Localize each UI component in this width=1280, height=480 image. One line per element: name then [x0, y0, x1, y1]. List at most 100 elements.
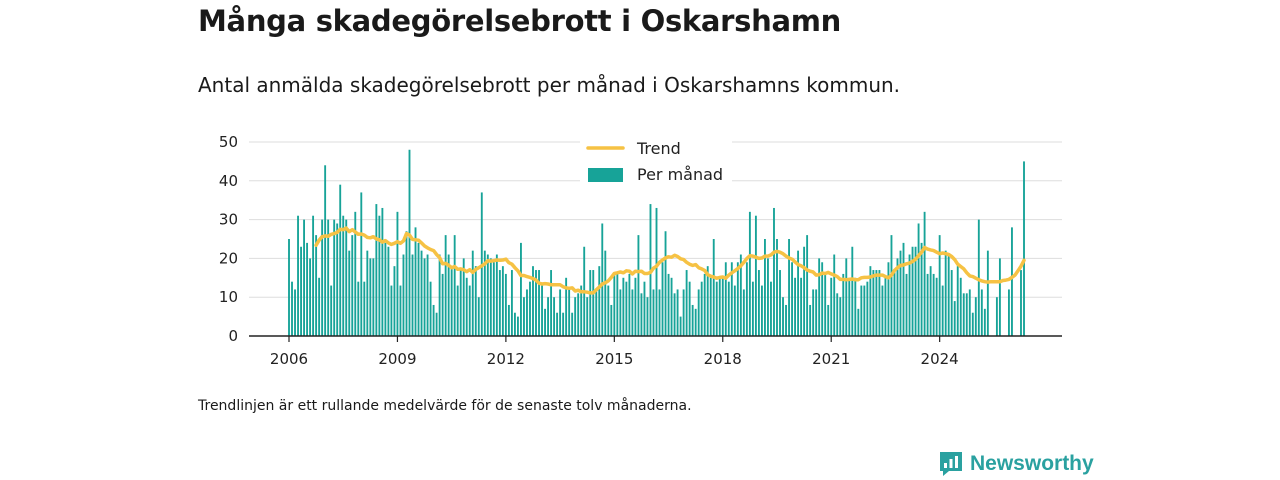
- bar: [724, 262, 727, 336]
- bar: [315, 235, 318, 336]
- bar: [947, 254, 950, 336]
- bar: [535, 270, 537, 336]
- bar: [357, 281, 360, 336]
- bar: [761, 285, 763, 336]
- legend-bar-label: Per månad: [637, 165, 723, 184]
- bar: [959, 277, 962, 336]
- bar: [836, 293, 839, 336]
- bar: [375, 204, 378, 336]
- bar: [613, 273, 616, 336]
- bar: [462, 258, 465, 336]
- bar: [736, 262, 739, 336]
- bar: [556, 312, 559, 336]
- bar: [595, 289, 598, 336]
- bar: [438, 254, 441, 336]
- bar: [369, 258, 372, 336]
- bar: [507, 304, 510, 336]
- bar: [721, 277, 724, 336]
- bar: [809, 304, 812, 336]
- bar: [387, 246, 390, 336]
- bar: [327, 219, 330, 336]
- bar: [800, 277, 803, 336]
- bar: [1008, 289, 1010, 336]
- bar: [417, 242, 420, 336]
- x-tick-label: 2018: [704, 350, 742, 368]
- bar: [685, 270, 688, 336]
- bar: [318, 277, 321, 336]
- bar: [348, 250, 351, 336]
- bar: [776, 239, 778, 336]
- bar: [962, 293, 965, 336]
- x-tick-label: 2012: [487, 350, 525, 368]
- bar: [827, 304, 830, 336]
- bar: [345, 219, 348, 336]
- bar: [757, 270, 760, 336]
- bar: [848, 277, 851, 336]
- bar: [824, 273, 827, 336]
- bar: [447, 254, 450, 336]
- bar: [691, 304, 694, 336]
- bar: [950, 270, 953, 336]
- bar: [288, 239, 290, 336]
- bar: [779, 270, 781, 336]
- bar: [980, 289, 983, 336]
- y-tick-label: 30: [219, 211, 238, 229]
- bar: [971, 312, 974, 336]
- bar: [920, 242, 923, 336]
- bar: [983, 308, 986, 336]
- bar: [782, 297, 784, 336]
- bar: [917, 223, 920, 336]
- bar: [965, 293, 968, 336]
- bar: [742, 289, 745, 336]
- bar: [914, 246, 917, 336]
- bar: [797, 250, 800, 336]
- bar: [291, 281, 293, 336]
- bar: [851, 246, 854, 336]
- bar: [751, 281, 754, 336]
- bar: [294, 289, 296, 336]
- bar: [342, 215, 345, 336]
- bar: [459, 270, 462, 336]
- bar: [788, 239, 790, 336]
- bar: [468, 285, 471, 336]
- x-tick-label: 2009: [378, 350, 416, 368]
- bar: [532, 266, 534, 336]
- bar: [381, 207, 384, 336]
- bar: [456, 285, 459, 336]
- bar: [923, 211, 926, 336]
- bar: [351, 235, 354, 336]
- bar: [339, 184, 342, 336]
- bar: [637, 235, 640, 336]
- bar: [842, 273, 845, 336]
- bar: [592, 270, 595, 336]
- bar: [791, 262, 793, 336]
- bar: [300, 246, 302, 336]
- bar: [794, 277, 796, 336]
- bar: [694, 308, 697, 336]
- bar: [432, 304, 435, 336]
- bar: [324, 165, 327, 336]
- bar: [890, 235, 893, 336]
- bar: [944, 250, 947, 336]
- bar: [616, 273, 619, 336]
- bar: [360, 192, 363, 336]
- bar: [574, 297, 577, 336]
- bar: [321, 219, 324, 336]
- bar: [893, 270, 896, 336]
- bar: [586, 297, 589, 336]
- bar: [486, 254, 489, 336]
- bar: [577, 293, 580, 336]
- bar: [510, 270, 513, 336]
- bar: [526, 289, 528, 336]
- bar: [408, 149, 411, 336]
- bar: [336, 223, 339, 336]
- bar: [643, 281, 646, 336]
- bar: [1011, 227, 1013, 336]
- bar: [547, 297, 549, 336]
- bar: [929, 266, 932, 336]
- bar: [938, 235, 941, 336]
- bar: [498, 270, 501, 336]
- bar: [453, 235, 456, 336]
- bar: [625, 281, 628, 336]
